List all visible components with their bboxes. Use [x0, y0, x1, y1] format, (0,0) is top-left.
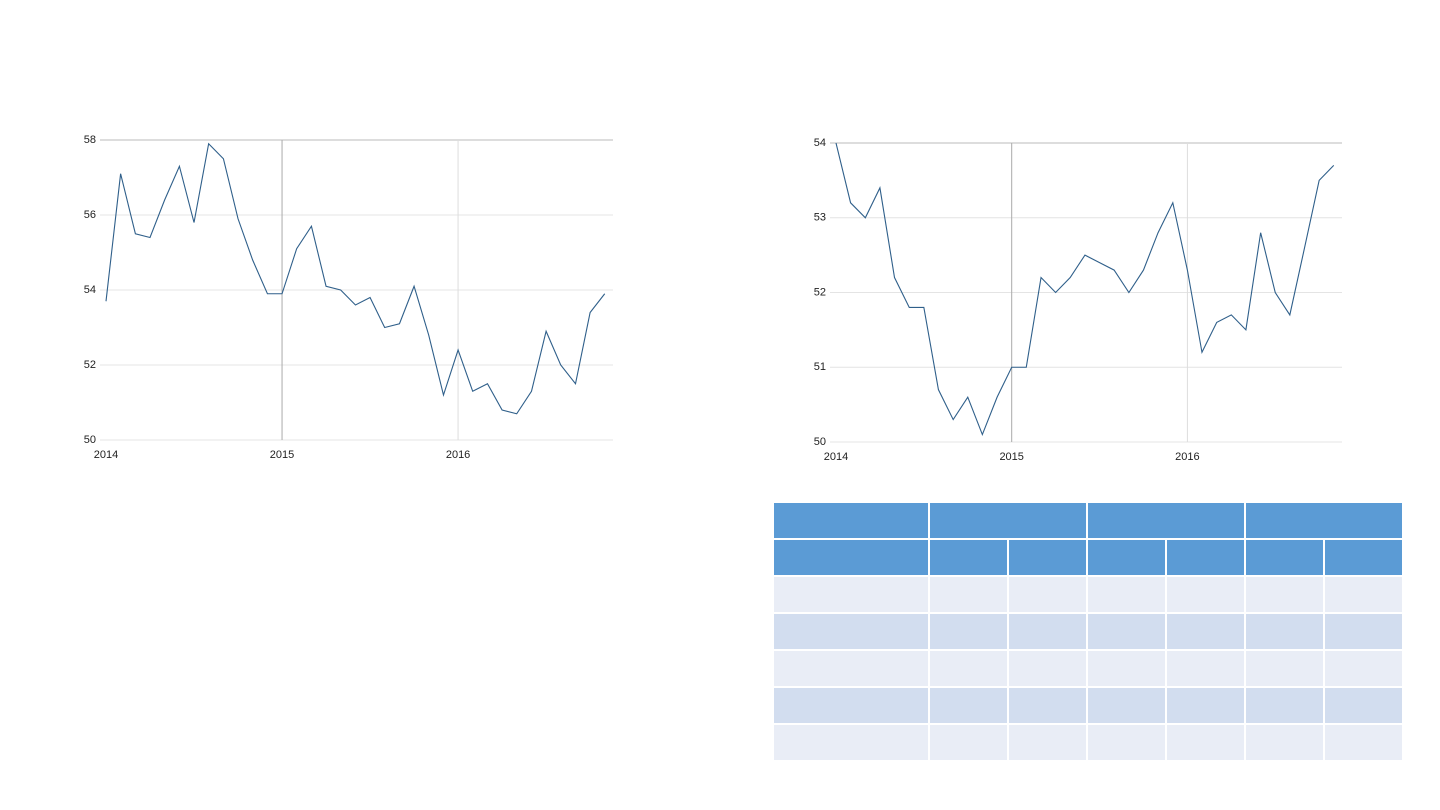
data-line [105, 142, 606, 415]
header-cell [930, 503, 1086, 538]
cell [1246, 614, 1323, 649]
header-cell [1325, 540, 1402, 575]
header-row [774, 503, 1402, 538]
header-row [774, 540, 1402, 575]
header-cell [1088, 540, 1165, 575]
cell [774, 577, 928, 612]
y-tick-label: 50 [84, 434, 96, 446]
cell [774, 651, 928, 686]
cell [1325, 577, 1402, 612]
y-tick-label: 54 [814, 137, 826, 149]
cell [1167, 688, 1244, 723]
cell [930, 577, 1007, 612]
cell [930, 725, 1007, 760]
cell [1088, 725, 1165, 760]
header-cell [1246, 540, 1323, 575]
y-tick-label: 56 [84, 209, 96, 221]
x-tick-label: 2014 [94, 449, 118, 461]
y-tick-label: 52 [84, 359, 96, 371]
header-cell [774, 503, 928, 538]
y-tick-label: 51 [814, 361, 826, 373]
header-cell [1009, 540, 1086, 575]
table-row [774, 725, 1402, 760]
y-tick-label: 54 [84, 284, 96, 296]
data-table [772, 501, 1404, 762]
cell [930, 614, 1007, 649]
cell [1325, 688, 1402, 723]
cell [1009, 688, 1086, 723]
cell [1009, 725, 1086, 760]
header-cell [1167, 540, 1244, 575]
header-cell [774, 540, 928, 575]
cell [774, 688, 928, 723]
cell [1246, 651, 1323, 686]
cell [1246, 577, 1323, 612]
charts: 50 52 54 56 58 2014 2015 2016 50 51 52 53 54 2014 2015… [84, 134, 1342, 463]
cell [1009, 651, 1086, 686]
cell [1088, 614, 1165, 649]
x-tick-label: 2015 [999, 451, 1023, 463]
y-tick-label: 53 [814, 212, 826, 224]
cell [1167, 577, 1244, 612]
cell [774, 725, 928, 760]
cell [1246, 688, 1323, 723]
cell [1088, 651, 1165, 686]
table-row [774, 577, 1402, 612]
y-tick-label: 50 [814, 436, 826, 448]
cell [1325, 725, 1402, 760]
cell [1325, 614, 1402, 649]
cell [930, 688, 1007, 723]
header-cell [930, 540, 1007, 575]
cell [930, 651, 1007, 686]
table-row [774, 614, 1402, 649]
header-cell [1246, 503, 1402, 538]
cell [774, 614, 928, 649]
cell [1009, 577, 1086, 612]
cell [1088, 577, 1165, 612]
data-line [835, 142, 1335, 437]
table-row [774, 688, 1402, 723]
cell [1325, 651, 1402, 686]
y-tick-label: 58 [84, 134, 96, 146]
x-tick-label: 2015 [270, 449, 294, 461]
x-tick-label: 2014 [824, 451, 848, 463]
x-tick-label: 2016 [1175, 451, 1199, 463]
cell [1167, 651, 1244, 686]
cell [1088, 688, 1165, 723]
cell [1009, 614, 1086, 649]
cell [1167, 614, 1244, 649]
y-tick-label: 52 [814, 286, 826, 298]
cell [1167, 725, 1244, 760]
header-cell [1088, 503, 1244, 538]
cell [1246, 725, 1323, 760]
table-row [774, 651, 1402, 686]
x-tick-label: 2016 [446, 449, 470, 461]
